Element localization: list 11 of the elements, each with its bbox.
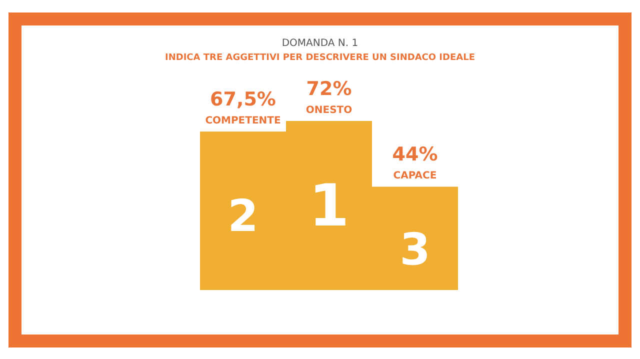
data-label: 44%	[392, 144, 438, 166]
annotation: 1	[308, 172, 350, 240]
annotation: 3	[400, 224, 430, 276]
x-tick-label: CAPACE	[393, 170, 437, 182]
x-tick-label: COMPETENTE	[205, 116, 281, 127]
data-label: 67,5%	[210, 88, 276, 111]
chart-subtitle: INDICA TRE AGGETTIVI PER DESCRIVERE UN SINDACO IDEALE	[164, 53, 476, 63]
chart-title: DOMANDA N. 1	[282, 38, 358, 49]
annotation: 2	[228, 190, 258, 242]
x-tick-label: ONESTO	[306, 105, 352, 116]
data-label: 72%	[306, 78, 352, 100]
